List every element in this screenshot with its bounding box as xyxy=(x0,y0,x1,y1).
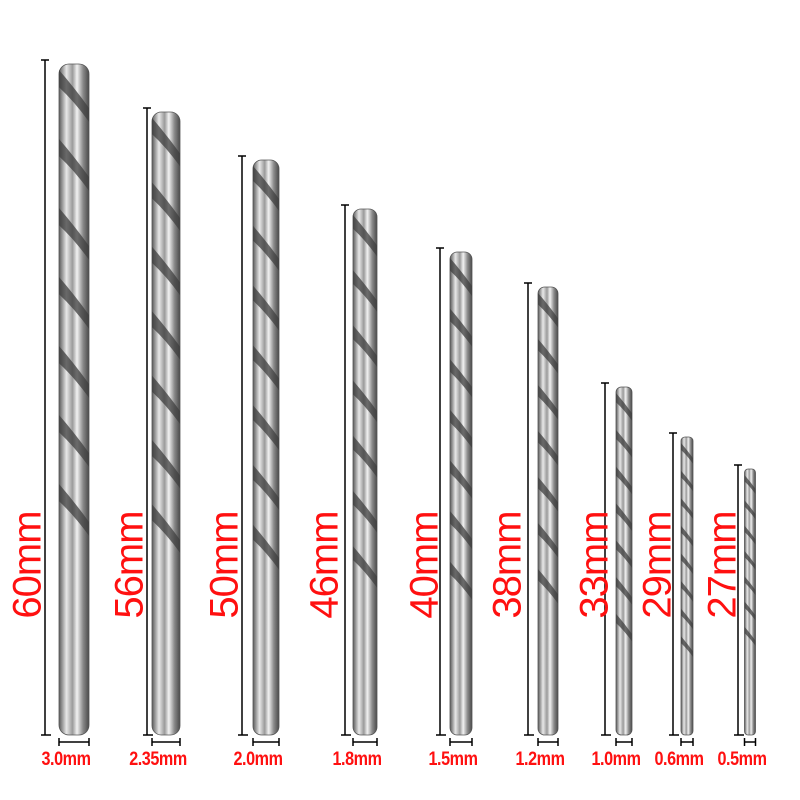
diameter-label: 2.0mm xyxy=(233,749,283,770)
length-label: 38mm xyxy=(485,511,530,619)
drill-bit-flute xyxy=(353,435,377,478)
drill-bit-flute xyxy=(616,466,632,495)
drill-bit-flute xyxy=(616,613,632,642)
drill-bit-flute xyxy=(538,431,558,466)
drill-bit-flute xyxy=(681,498,693,519)
drill-bit-flute xyxy=(616,503,632,531)
drill-bit-flute xyxy=(450,359,472,398)
drill-bit-flute xyxy=(253,285,279,331)
drill-bit-flute xyxy=(152,375,180,424)
drill-bit-flute xyxy=(152,118,180,167)
length-label: 46mm xyxy=(302,511,347,619)
diameter-label: 0.6mm xyxy=(654,749,704,770)
drill-bit-flute xyxy=(538,339,558,374)
drill-bit-flute xyxy=(59,484,89,536)
drill-bit-flute xyxy=(538,569,558,604)
length-label: 33mm xyxy=(572,511,617,619)
drill-bit-flute xyxy=(353,380,377,422)
drill-bit-flute xyxy=(152,504,180,553)
drill-bit-flute xyxy=(59,208,89,260)
drill-bit-flute xyxy=(681,608,693,630)
drill-bit-flute xyxy=(59,415,89,467)
drill-bit-flute xyxy=(681,636,693,657)
drill-bit-flute xyxy=(152,311,180,360)
drill-bit-flute xyxy=(450,308,472,347)
diameter-label: 1.8mm xyxy=(332,749,382,770)
drill-bit-flute xyxy=(538,477,558,512)
drill-bit-flute xyxy=(538,385,558,420)
drill-bit-flute xyxy=(353,546,377,588)
length-label: 40mm xyxy=(402,511,447,619)
drill-bit-flute xyxy=(744,626,756,646)
drill-bit-flute xyxy=(253,225,279,271)
diameter-label: 0.5mm xyxy=(717,749,767,770)
drill-bit-flute xyxy=(450,258,472,296)
drill-bit-flute xyxy=(744,576,756,596)
drill-bit-flute xyxy=(681,443,693,464)
drill-bit-flute xyxy=(616,429,632,458)
drill-bit-flute xyxy=(353,325,377,367)
drill-bit-flute xyxy=(681,525,693,547)
length-label: 50mm xyxy=(202,511,247,619)
drill-bit-flute xyxy=(253,345,279,391)
diameter-label: 3.0mm xyxy=(41,749,91,770)
drill-bit-flute xyxy=(744,601,756,621)
drill-bit-flute xyxy=(538,523,558,558)
drill-bit-flute xyxy=(253,166,279,211)
drill-bit-flute xyxy=(152,182,180,231)
drill-bit-flute xyxy=(681,581,693,602)
drill-bit-flute xyxy=(744,475,756,494)
length-label: 56mm xyxy=(107,511,152,619)
drill-bit-flute xyxy=(744,550,756,570)
drill-bit-flute xyxy=(59,346,89,398)
drill-bit-flute xyxy=(152,440,180,489)
length-label: 60mm xyxy=(5,511,50,619)
drill-bit-flute xyxy=(450,460,472,499)
drill-bit-flute xyxy=(681,553,693,575)
drill-bit-flute xyxy=(450,561,472,600)
drill-bit-flute xyxy=(353,215,377,257)
drill-bit-flute xyxy=(253,465,279,510)
drill-bit-flute xyxy=(253,405,279,451)
drill-bit-flute xyxy=(681,470,693,492)
drill-bit-flute xyxy=(59,277,89,329)
drill-bit-flute xyxy=(253,524,279,570)
diameter-label: 2.35mm xyxy=(129,749,187,770)
drill-bit-flute xyxy=(744,525,756,545)
length-label: 29mm xyxy=(635,511,680,619)
diameter-label: 1.5mm xyxy=(428,749,478,770)
drill-bit-flute xyxy=(538,293,558,328)
drill-bit-flute xyxy=(59,139,89,191)
drill-bit-flute xyxy=(616,577,632,605)
diameter-label: 1.2mm xyxy=(515,749,565,770)
drill-bit-flute xyxy=(616,540,632,568)
drill-bit-flute xyxy=(616,393,632,421)
drill-bit-flute xyxy=(450,409,472,448)
drill-bit-flute xyxy=(353,270,377,312)
length-label: 27mm xyxy=(700,511,745,619)
diameter-label: 1.0mm xyxy=(591,749,641,770)
drill-bit-flute xyxy=(450,511,472,549)
drill-bit-flute xyxy=(59,70,89,122)
drill-bit-flute xyxy=(353,491,377,533)
drill-bit-flute xyxy=(744,500,756,520)
drill-bit-flute xyxy=(152,246,180,296)
